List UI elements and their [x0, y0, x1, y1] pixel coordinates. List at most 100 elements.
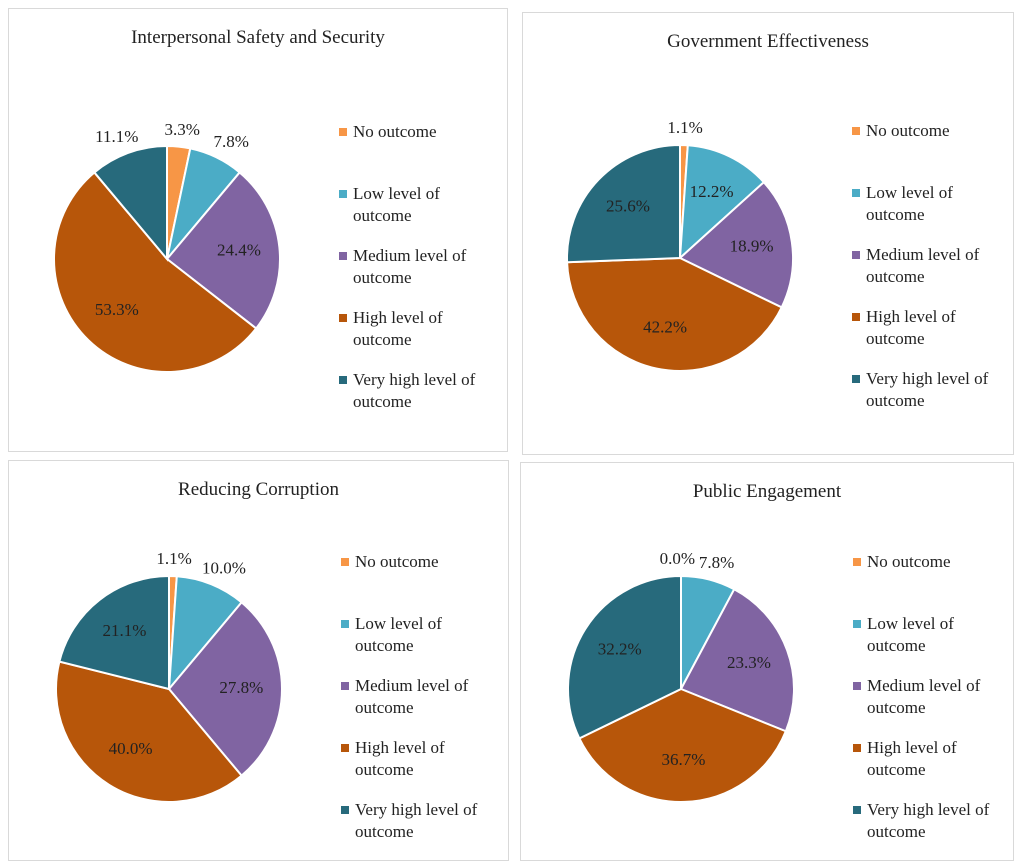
legend-label: Medium level of outcome — [867, 676, 981, 717]
legend-label: High level of outcome — [867, 738, 957, 779]
legend-swatch — [852, 375, 860, 383]
legend: No outcome Low level of outcome Medium lev… — [339, 121, 489, 431]
data-label: 42.2% — [643, 318, 687, 337]
legend-label: Low level of outcome — [355, 614, 442, 655]
legend-item: No outcome — [852, 120, 1002, 182]
pie-slice — [566, 143, 681, 264]
legend-label: Very high level of outcome — [355, 800, 478, 841]
chart-panel: 1.1% 12.2% 18.9% 42.2% 25.6% No outcome Low le… — [522, 12, 1014, 455]
pie-slice — [679, 587, 795, 733]
pie-area: 0.0% 7.8% 23.3% 36.7% 32.2% — [567, 549, 795, 803]
data-label: 36.7% — [662, 750, 706, 769]
legend-item: Low level of outcome — [341, 613, 491, 675]
legend-label: Very high level of outcome — [866, 369, 989, 410]
legend-swatch — [339, 252, 347, 260]
legend-item: Very high level of outcome — [852, 368, 1002, 430]
pie-slice — [678, 180, 794, 309]
pie-area: 1.1% 12.2% 18.9% 42.2% 25.6% — [566, 118, 794, 372]
legend-swatch — [852, 313, 860, 321]
legend-item: Medium level of outcome — [341, 675, 491, 737]
pie-slice — [578, 687, 788, 803]
pie-slice — [566, 256, 783, 372]
pie-slice — [167, 575, 243, 693]
legend-label: No outcome — [355, 552, 439, 571]
data-label: 3.3% — [164, 120, 199, 139]
legend-swatch — [339, 314, 347, 322]
legend-item: Medium level of outcome — [852, 244, 1002, 306]
legend-swatch — [853, 620, 861, 628]
legend-label: High level of outcome — [866, 307, 956, 348]
data-label: 21.1% — [103, 621, 147, 640]
pie-slice — [53, 171, 258, 373]
legend-swatch — [853, 558, 861, 566]
data-label: 11.1% — [95, 127, 138, 146]
legend-label: Very high level of outcome — [867, 800, 990, 841]
legend-label: High level of outcome — [353, 308, 443, 349]
pie-slice — [92, 144, 168, 262]
data-label: 40.0% — [109, 739, 153, 758]
pie-slice — [167, 600, 283, 778]
legend-swatch — [339, 190, 347, 198]
legend-item: No outcome — [339, 121, 489, 183]
legend: No outcome Low level of outcome Medium lev… — [853, 551, 1003, 860]
data-label: 10.0% — [202, 558, 246, 577]
pie-slice — [165, 171, 281, 330]
pie-slice — [55, 660, 243, 803]
legend-swatch — [853, 744, 861, 752]
pie-area: 1.1% 10.0% 27.8% 40.0% 21.1% — [55, 549, 283, 803]
legend-item: No outcome — [341, 551, 491, 613]
legend-item: Very high level of outcome — [853, 799, 1003, 860]
pie-slice — [58, 574, 170, 691]
data-label: 18.9% — [730, 237, 774, 256]
pie-slice — [678, 144, 766, 261]
data-label: 53.3% — [95, 300, 139, 319]
legend-item: Low level of outcome — [339, 183, 489, 245]
legend-label: No outcome — [867, 552, 951, 571]
legend-swatch — [341, 620, 349, 628]
chart-panel: 1.1% 10.0% 27.8% 40.0% 21.1% No outcome Low le… — [8, 460, 509, 861]
legend-item: Very high level of outcome — [341, 799, 491, 860]
chart-title: Interpersonal Safety and Security — [131, 27, 385, 48]
legend-item: High level of outcome — [853, 737, 1003, 799]
data-label: 0.0% — [660, 549, 695, 568]
legend-label: High level of outcome — [355, 738, 445, 779]
legend-item: Medium level of outcome — [339, 245, 489, 307]
chart-panel: 3.3% 7.8% 24.4% 53.3% 11.1% No outcome Low lev… — [8, 8, 508, 452]
data-label: 25.6% — [606, 197, 650, 216]
pie-area: 3.3% 7.8% 24.4% 53.3% 11.1% — [53, 120, 281, 373]
chart-title: Government Effectiveness — [667, 31, 869, 52]
legend-label: Low level of outcome — [866, 183, 953, 224]
legend-swatch — [341, 806, 349, 814]
data-label: 7.8% — [699, 553, 734, 572]
data-label: 1.1% — [156, 549, 191, 568]
legend-swatch — [341, 744, 349, 752]
legend-label: Medium level of outcome — [353, 246, 467, 287]
legend-swatch — [339, 128, 347, 136]
legend: No outcome Low level of outcome Medium lev… — [852, 120, 1002, 430]
legend-item: High level of outcome — [852, 306, 1002, 368]
legend-item: Medium level of outcome — [853, 675, 1003, 737]
data-label: 7.8% — [214, 132, 249, 151]
chart-panel: 0.0% 7.8% 23.3% 36.7% 32.2% No outcome Low lev… — [520, 462, 1014, 861]
data-label: 23.3% — [727, 653, 771, 672]
legend-label: Low level of outcome — [353, 184, 440, 225]
legend-item: High level of outcome — [339, 307, 489, 369]
legend-label: Very high level of outcome — [353, 370, 476, 411]
data-label: 1.1% — [667, 118, 702, 137]
legend-swatch — [853, 682, 861, 690]
legend-item: Very high level of outcome — [339, 369, 489, 431]
legend-swatch — [339, 376, 347, 384]
legend-swatch — [341, 558, 349, 566]
pie-slice — [567, 574, 682, 740]
data-label: 12.2% — [690, 182, 734, 201]
legend: No outcome Low level of outcome Medium lev… — [341, 551, 491, 860]
legend-label: Medium level of outcome — [866, 245, 980, 286]
data-label: 24.4% — [217, 240, 261, 259]
legend-label: No outcome — [866, 121, 950, 140]
chart-title: Reducing Corruption — [178, 479, 339, 500]
legend-swatch — [341, 682, 349, 690]
legend-label: Medium level of outcome — [355, 676, 469, 717]
data-label: 27.8% — [219, 678, 263, 697]
data-label: 32.2% — [598, 640, 642, 659]
